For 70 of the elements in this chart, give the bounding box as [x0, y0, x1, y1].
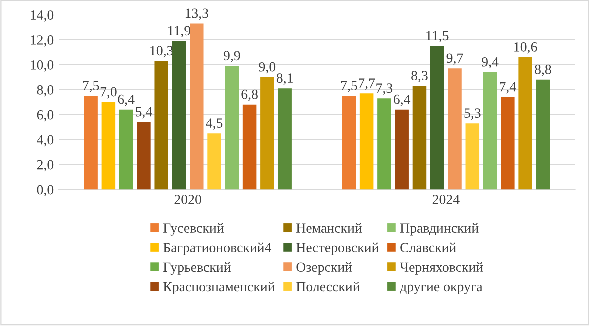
data-label: 6,4	[394, 94, 411, 106]
data-label: 8,8	[535, 64, 552, 76]
legend-label: другие округа	[400, 284, 483, 294]
legend-label: Неманский	[296, 223, 362, 233]
bar	[84, 96, 98, 190]
bar	[518, 57, 532, 190]
bar	[102, 102, 116, 190]
x-tick-label: 2020	[174, 194, 202, 204]
y-tick-label: 0,0	[37, 185, 54, 197]
data-label: 6,4	[118, 94, 135, 106]
data-label: 7,4	[500, 82, 516, 94]
y-tick-label: 4,0	[37, 135, 54, 147]
legend-label: Краснознаменский	[164, 282, 275, 294]
legend-label: Черняховский	[400, 262, 484, 275]
legend-label: Гурьевский	[164, 262, 231, 275]
bar	[342, 96, 356, 190]
data-label: 7,7	[359, 78, 376, 90]
data-label: 7,0	[100, 87, 117, 99]
bar	[172, 41, 186, 190]
bar	[412, 86, 427, 190]
data-label: 4,5	[206, 118, 223, 130]
y-tick-label: 2,0	[37, 160, 54, 172]
bar	[430, 46, 444, 190]
y-tick-label: 10,0	[31, 60, 54, 72]
legend-label: Правдинский	[400, 223, 479, 236]
data-label: 8,3	[412, 71, 428, 83]
data-label: 7,5	[83, 81, 100, 93]
bar	[225, 66, 240, 190]
bar	[154, 61, 168, 190]
data-label: 9,0	[259, 62, 276, 74]
bar	[378, 98, 392, 190]
data-label: 9,9	[224, 51, 240, 63]
legend-label: Багратионовский4	[164, 242, 272, 256]
data-label: 9,7	[446, 54, 464, 66]
legend-label: Славский	[400, 242, 456, 253]
legend-label: Нестеровский	[296, 242, 379, 256]
data-label: 8,1	[276, 74, 293, 86]
bar	[501, 97, 515, 190]
x-tick-label: 2024	[432, 194, 460, 204]
data-label: 10,3	[150, 46, 174, 58]
bar	[278, 88, 292, 190]
bar	[208, 134, 222, 190]
bar	[242, 104, 257, 190]
bar	[190, 24, 204, 190]
data-label: 11,9	[168, 26, 191, 38]
bar	[360, 94, 374, 190]
data-label: 13,3	[186, 8, 208, 20]
data-label: 6,8	[242, 90, 258, 102]
bar	[466, 124, 480, 190]
bar	[483, 72, 498, 190]
bar	[395, 110, 409, 190]
bar	[119, 110, 134, 190]
bar	[137, 122, 151, 190]
data-label: 7,5	[341, 81, 358, 93]
y-tick-label: 14,0	[31, 10, 54, 22]
data-label: 9,4	[482, 57, 499, 69]
y-tick-label: 12,0	[31, 36, 54, 47]
bar	[448, 68, 462, 190]
data-label: 10,6	[514, 42, 538, 54]
data-label: 5,4	[136, 107, 152, 119]
data-label: 5,3	[464, 108, 481, 120]
data-label: 11,5	[426, 31, 449, 43]
data-label: 7,3	[376, 84, 393, 96]
bar	[536, 80, 550, 190]
legend-label: Озерский	[296, 262, 352, 275]
bar	[260, 77, 274, 190]
y-tick-label: 6,0	[37, 110, 54, 122]
legend-label: Гусевский	[164, 223, 224, 236]
legend-label: Полесский	[296, 282, 360, 292]
y-tick-label: 8,0	[37, 85, 54, 97]
